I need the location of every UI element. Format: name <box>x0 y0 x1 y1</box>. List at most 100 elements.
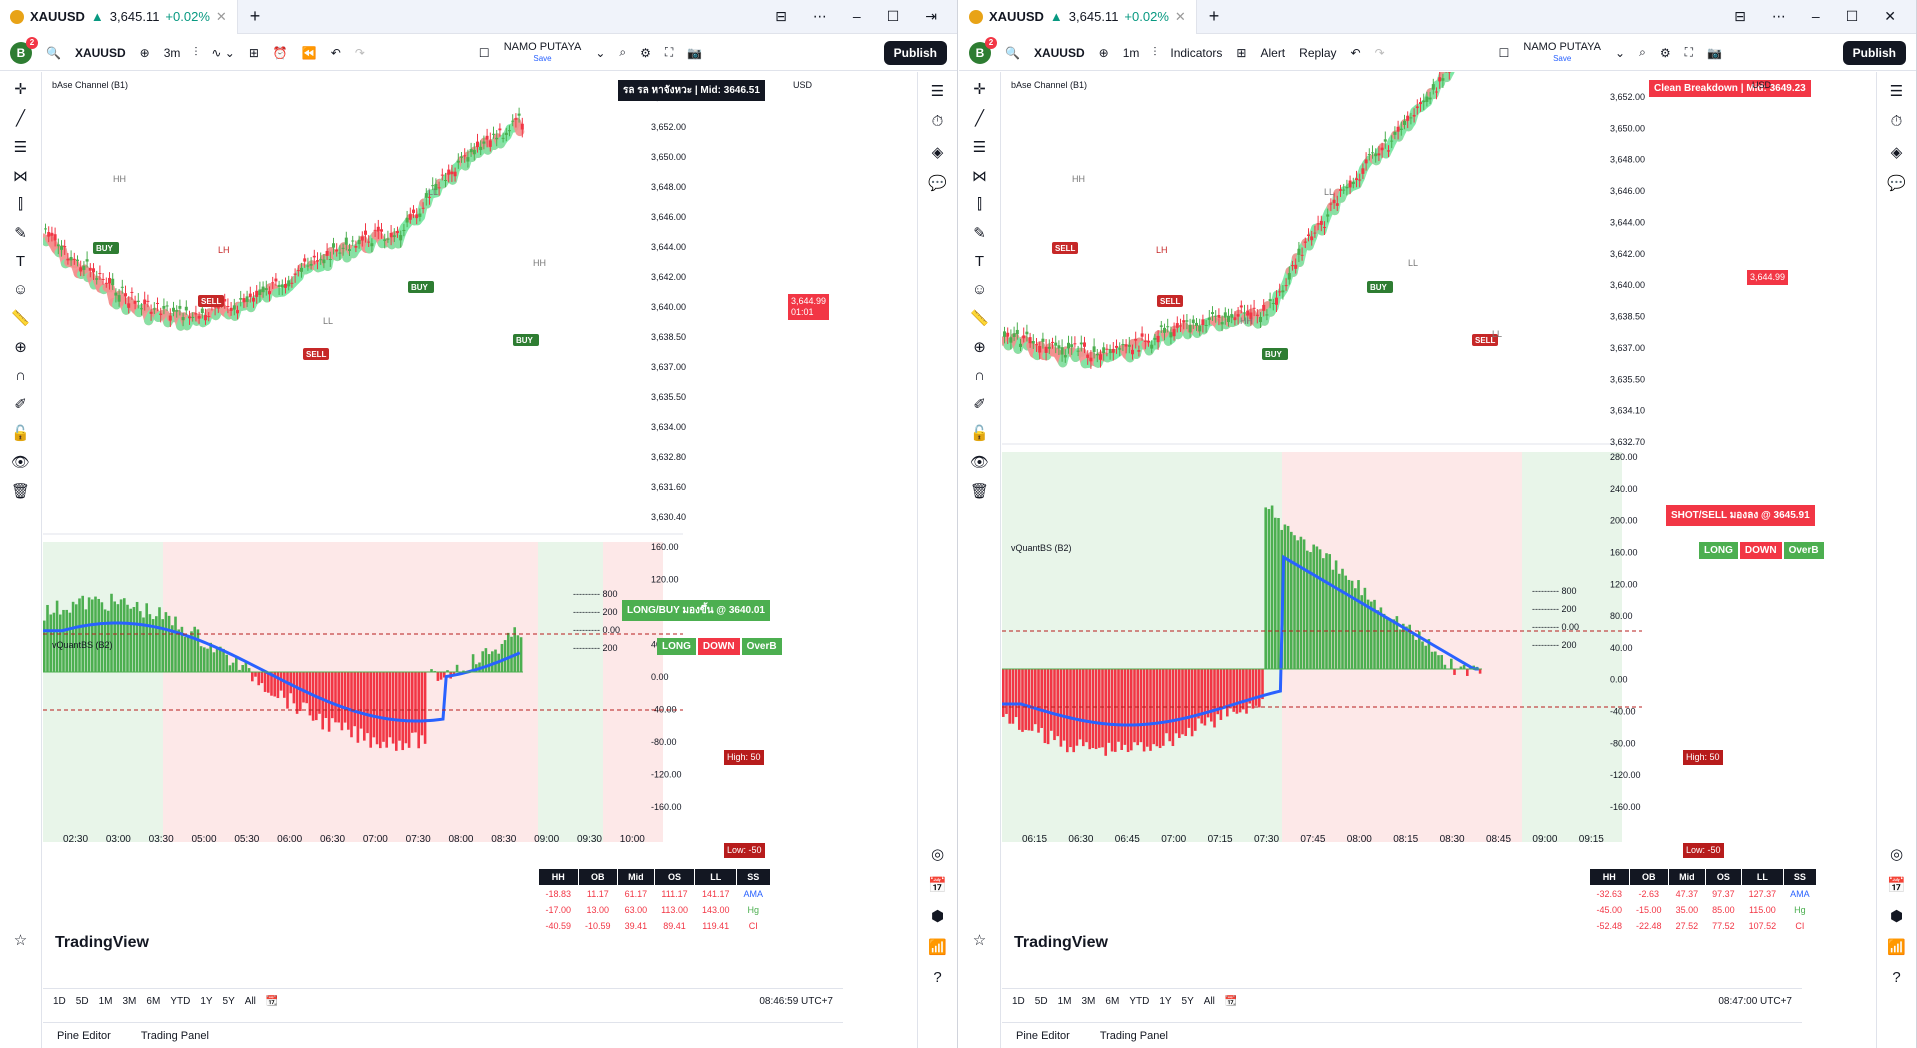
layout-icon[interactable]: ⊟ <box>1734 8 1746 24</box>
range-1y[interactable]: 1Y <box>200 996 213 1007</box>
trendline-icon[interactable]: ╱ <box>15 110 26 127</box>
magnet-icon[interactable]: ∩ <box>15 367 26 384</box>
checkbox-icon[interactable]: ☐ <box>1498 45 1510 60</box>
camera-icon[interactable]: 📷 <box>687 45 703 60</box>
close-window-icon[interactable]: ✕ <box>1884 8 1896 24</box>
watchlist-icon[interactable]: ☰ <box>930 83 945 100</box>
range-6m[interactable]: 6M <box>1105 996 1120 1007</box>
currency-label[interactable]: USD <box>1752 80 1772 90</box>
account-name[interactable]: NAMO PUTAYA Save <box>1523 40 1602 63</box>
minimize-icon[interactable]: – <box>852 8 861 24</box>
range-1m[interactable]: 1M <box>98 996 113 1007</box>
exit-icon[interactable]: ⇥ <box>925 8 937 24</box>
star-icon[interactable]: ☆ <box>972 932 987 949</box>
clock[interactable]: 08:47:00 UTC+7 <box>1718 996 1792 1007</box>
undo-icon[interactable]: ↶ <box>1350 45 1361 60</box>
signal-icon[interactable]: 📶 <box>928 939 947 956</box>
range-1d[interactable]: 1D <box>1012 996 1025 1007</box>
trading-panel-tab[interactable]: Trading Panel <box>1099 1029 1168 1042</box>
range-ytd[interactable]: YTD <box>1129 996 1150 1007</box>
help-icon[interactable]: ? <box>933 969 942 986</box>
layout-icon[interactable]: ⊟ <box>775 8 787 24</box>
new-tab-icon[interactable]: + <box>1208 6 1220 26</box>
layers-icon[interactable]: ◈ <box>1890 144 1903 161</box>
fullscreen-icon[interactable]: ⛶ <box>1684 45 1693 59</box>
eye-icon[interactable]: 👁 <box>969 454 990 471</box>
settings-icon[interactable]: ⚙ <box>1659 45 1671 60</box>
pattern-icon[interactable]: ⋈ <box>972 168 987 185</box>
zoom-in-icon[interactable]: ⊕ <box>973 339 986 356</box>
more-icon[interactable]: ⋯ <box>812 8 827 24</box>
range-3m[interactable]: 3M <box>1081 996 1096 1007</box>
fullscreen-icon[interactable]: ⛶ <box>664 45 674 59</box>
lock-icon[interactable]: 🔓 <box>970 425 989 442</box>
watchlist-icon[interactable]: ☰ <box>1889 83 1904 100</box>
chat-icon[interactable]: 💬 <box>1887 175 1906 192</box>
range-all[interactable]: All <box>1203 996 1215 1007</box>
new-tab-icon[interactable]: + <box>249 6 261 26</box>
maximize-icon[interactable]: ☐ <box>886 8 900 24</box>
apps-icon[interactable]: ⬢ <box>930 908 945 925</box>
zoom-in-icon[interactable]: ⊕ <box>14 339 27 356</box>
range-1m[interactable]: 1M <box>1057 996 1072 1007</box>
lock-pen-icon[interactable]: ✐ <box>14 396 27 413</box>
indicators-icon[interactable]: ∿ ⌄ <box>211 45 235 60</box>
calendar-icon[interactable]: 📅 <box>1887 877 1906 894</box>
zoom-icon[interactable]: ⌕ <box>1639 45 1646 59</box>
search-icon[interactable]: 🔍 <box>1005 45 1020 60</box>
trendline-icon[interactable]: ╱ <box>974 110 985 127</box>
alert-button[interactable]: Alert <box>1260 45 1286 60</box>
range-all[interactable]: All <box>244 996 256 1007</box>
clock-icon[interactable]: ⏱ <box>931 113 944 130</box>
target-icon[interactable]: ◎ <box>930 846 945 863</box>
text-icon[interactable]: T <box>15 253 26 270</box>
range-6m[interactable]: 6M <box>146 996 161 1007</box>
checkbox-icon[interactable]: ☐ <box>478 45 490 60</box>
pine-editor-tab[interactable]: Pine Editor <box>1016 1029 1070 1042</box>
trading-panel-tab[interactable]: Trading Panel <box>140 1029 209 1042</box>
range-5d[interactable]: 5D <box>75 996 89 1007</box>
interval-button[interactable]: 1m <box>1122 45 1140 60</box>
text-icon[interactable]: T <box>974 253 985 270</box>
projection-icon[interactable]: ⫿ <box>977 196 982 213</box>
account-name[interactable]: NAMO PUTAYA Save <box>503 40 582 63</box>
replay-icon[interactable]: ⏪ <box>301 45 317 60</box>
date-range-icon[interactable]: 📆 <box>1224 996 1238 1007</box>
compare-icon[interactable]: ⊕ <box>1098 45 1109 60</box>
interval-button[interactable]: 3m <box>163 45 181 60</box>
lock-pen-icon[interactable]: ✐ <box>973 396 986 413</box>
search-icon[interactable]: 🔍 <box>46 45 61 60</box>
symbol-tab[interactable]: XAUUSD ▲ 3,645.11 +0.02% ✕ <box>959 0 1197 34</box>
range-5y[interactable]: 5Y <box>222 996 235 1007</box>
dropdown-icon[interactable]: ⌄ <box>595 45 606 60</box>
settings-icon[interactable]: ⚙ <box>640 45 651 60</box>
pine-editor-tab[interactable]: Pine Editor <box>57 1029 111 1042</box>
trash-icon[interactable]: 🗑 <box>10 483 31 500</box>
redo-icon[interactable]: ↷ <box>354 45 365 60</box>
emoji-icon[interactable]: ☺ <box>12 281 29 298</box>
publish-button[interactable]: Publish <box>1842 40 1906 65</box>
projection-icon[interactable]: ⫿ <box>18 196 23 213</box>
lock-icon[interactable]: 🔓 <box>11 425 30 442</box>
apps-icon[interactable]: ⬢ <box>1889 908 1904 925</box>
pattern-icon[interactable]: ⋈ <box>13 168 28 185</box>
chart-type-icon[interactable]: ⫶ <box>194 45 198 59</box>
help-icon[interactable]: ? <box>1892 969 1901 986</box>
clock-icon[interactable]: ⏱ <box>1890 113 1903 130</box>
redo-icon[interactable]: ↷ <box>1374 45 1385 60</box>
range-1y[interactable]: 1Y <box>1159 996 1172 1007</box>
minimize-icon[interactable]: – <box>1811 8 1820 24</box>
currency-label[interactable]: USD <box>793 80 813 90</box>
publish-button[interactable]: Publish <box>883 40 947 65</box>
target-icon[interactable]: ◎ <box>1889 846 1904 863</box>
crosshair-icon[interactable]: ✛ <box>973 81 986 98</box>
symbol-search[interactable]: XAUUSD <box>1033 45 1085 60</box>
brush-icon[interactable]: ✎ <box>14 225 27 242</box>
layers-icon[interactable]: ◈ <box>931 144 944 161</box>
symbol-search[interactable]: XAUUSD <box>74 45 126 60</box>
more-icon[interactable]: ⋯ <box>1771 8 1786 24</box>
emoji-icon[interactable]: ☺ <box>971 281 988 298</box>
range-5d[interactable]: 5D <box>1034 996 1048 1007</box>
